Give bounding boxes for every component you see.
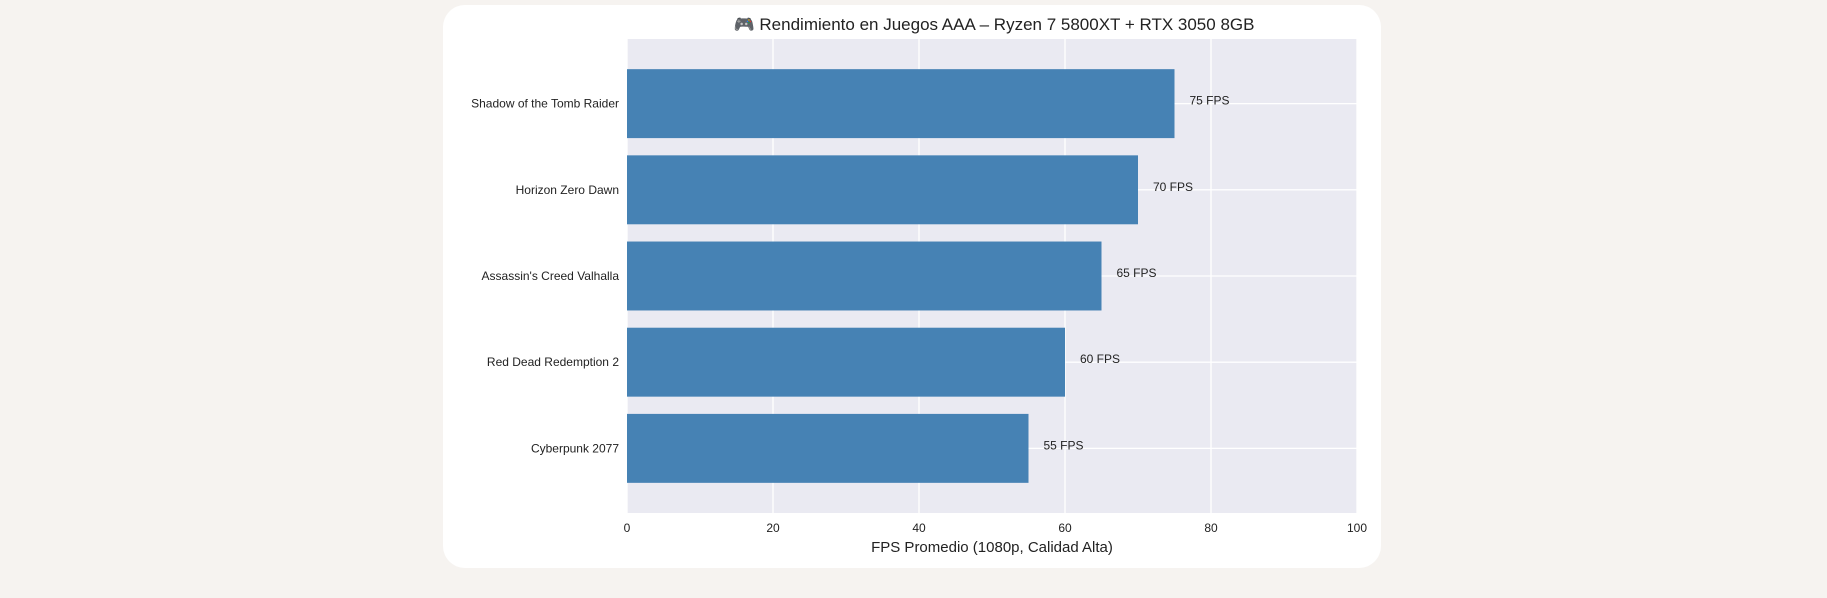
category-label: Horizon Zero Dawn: [516, 183, 619, 197]
category-label: Assassin's Creed Valhalla: [482, 269, 620, 283]
value-label: 60 FPS: [1080, 352, 1120, 366]
value-label: 75 FPS: [1190, 94, 1230, 108]
category-label: Shadow of the Tomb Raider: [471, 97, 619, 111]
category-label: Red Dead Redemption 2: [487, 355, 619, 369]
x-tick-label: 100: [1347, 521, 1367, 535]
bar: [627, 327, 1065, 397]
category-label: Cyberpunk 2077: [531, 441, 619, 455]
x-tick-label: 60: [1058, 521, 1072, 535]
x-tick-label: 40: [912, 521, 926, 535]
x-tick-label: 0: [624, 521, 631, 535]
value-label: 65 FPS: [1117, 266, 1157, 280]
value-label: 55 FPS: [1044, 438, 1084, 452]
value-label: 70 FPS: [1153, 180, 1193, 194]
x-tick-labels: 0 20 40 60 80 100: [624, 521, 1368, 535]
category-labels: Shadow of the Tomb Raider Horizon Zero Da…: [471, 97, 619, 456]
chart-card: 🎮 Rendimiento en Juegos AAA – Ryzen 7 58…: [443, 5, 1381, 568]
bar: [627, 413, 1029, 483]
x-axis-label: FPS Promedio (1080p, Calidad Alta): [871, 539, 1113, 556]
bar: [627, 69, 1175, 139]
x-tick-label: 20: [766, 521, 780, 535]
bars: [627, 69, 1175, 483]
chart-title: 🎮 Rendimiento en Juegos AAA – Ryzen 7 58…: [734, 15, 1255, 34]
bar-chart: 🎮 Rendimiento en Juegos AAA – Ryzen 7 58…: [471, 15, 1368, 556]
bar: [627, 241, 1102, 311]
value-labels: 75 FPS 70 FPS 65 FPS 60 FPS 55 FPS: [1044, 94, 1230, 453]
x-tick-label: 80: [1204, 521, 1218, 535]
bar: [627, 155, 1138, 225]
